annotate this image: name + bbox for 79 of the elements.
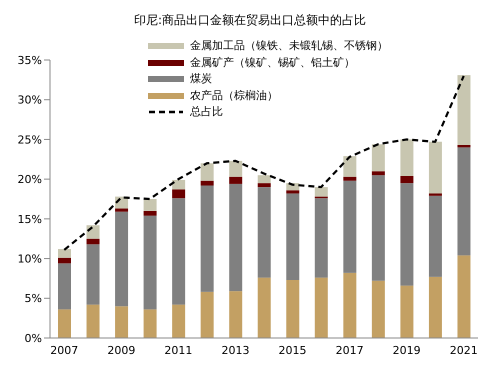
line-series	[63, 74, 465, 251]
legend-label: 总占比	[190, 104, 223, 120]
y-tick-label: 20%	[18, 173, 42, 186]
bar	[400, 139, 414, 176]
x-tick-label: 2019	[392, 344, 421, 357]
bar	[286, 193, 300, 280]
bar	[258, 175, 271, 184]
bar	[372, 175, 385, 281]
bar	[172, 198, 186, 305]
bar	[457, 147, 470, 256]
legend-label: 农产品（棕榈油）	[190, 88, 278, 104]
bar	[115, 212, 128, 306]
bar	[428, 196, 442, 277]
bar	[400, 183, 414, 286]
x-tick-label: 2017	[336, 344, 364, 357]
bar	[428, 193, 442, 196]
bar	[172, 180, 186, 190]
bar	[229, 176, 242, 184]
bar	[144, 199, 157, 211]
bar	[372, 280, 385, 338]
legend-label: 煤炭	[190, 71, 212, 87]
bar	[115, 208, 128, 212]
y-tick-label: 25%	[18, 133, 42, 146]
bar	[314, 278, 328, 338]
bar	[314, 187, 328, 197]
bar	[457, 75, 470, 145]
bar	[144, 216, 157, 310]
bar	[343, 272, 356, 338]
bar	[286, 280, 300, 338]
x-tick-label: 2015	[278, 344, 307, 357]
bar	[229, 291, 242, 338]
bar	[58, 258, 71, 264]
bar	[314, 198, 328, 278]
bar	[58, 249, 71, 258]
bar	[457, 255, 470, 338]
bar	[172, 304, 186, 338]
y-tick-label: 35%	[18, 54, 42, 67]
bar	[400, 286, 414, 338]
x-tick-label: 2009	[107, 344, 136, 357]
bar	[258, 278, 271, 338]
x-tick-label: 2013	[221, 344, 250, 357]
bar	[343, 180, 356, 273]
bar	[428, 142, 442, 194]
y-tick-label: 30%	[18, 94, 42, 107]
x-tick-label: 2007	[50, 344, 78, 357]
y-tick-label: 10%	[18, 252, 42, 266]
bar	[115, 306, 128, 338]
bar	[343, 156, 356, 177]
bar	[229, 160, 242, 177]
bar	[457, 144, 470, 148]
bar	[400, 176, 414, 184]
legend-label: 金属加工品（镍铁、未锻轧锡、不锈钢）	[190, 38, 388, 54]
bar	[86, 238, 100, 244]
bar	[144, 309, 157, 338]
bar	[58, 309, 71, 338]
bar	[258, 183, 271, 188]
chart-title: 印尼:商品出口金额在贸易出口总额中的占比	[132, 12, 368, 29]
y-tick-label: 15%	[18, 212, 42, 226]
bar	[286, 190, 300, 194]
bar	[58, 263, 71, 310]
bar	[229, 184, 242, 292]
y-tick-label: 5%	[24, 292, 42, 306]
y-tick-label: 0%	[24, 332, 42, 345]
bar	[372, 144, 385, 172]
bar	[86, 244, 100, 305]
legend-label: 金属矿产（镍矿、锡矿、铝土矿）	[190, 54, 355, 70]
bar	[200, 185, 214, 292]
bar	[86, 225, 100, 239]
bar	[86, 304, 100, 338]
bar	[200, 180, 214, 186]
x-tick-label: 2021	[450, 344, 478, 357]
bar	[372, 171, 385, 176]
bar	[200, 163, 214, 181]
x-tick-label: 2011	[164, 344, 192, 357]
bar	[172, 189, 186, 198]
bar	[200, 292, 214, 338]
bar	[428, 276, 442, 338]
bar	[144, 210, 157, 216]
bar	[258, 187, 271, 278]
